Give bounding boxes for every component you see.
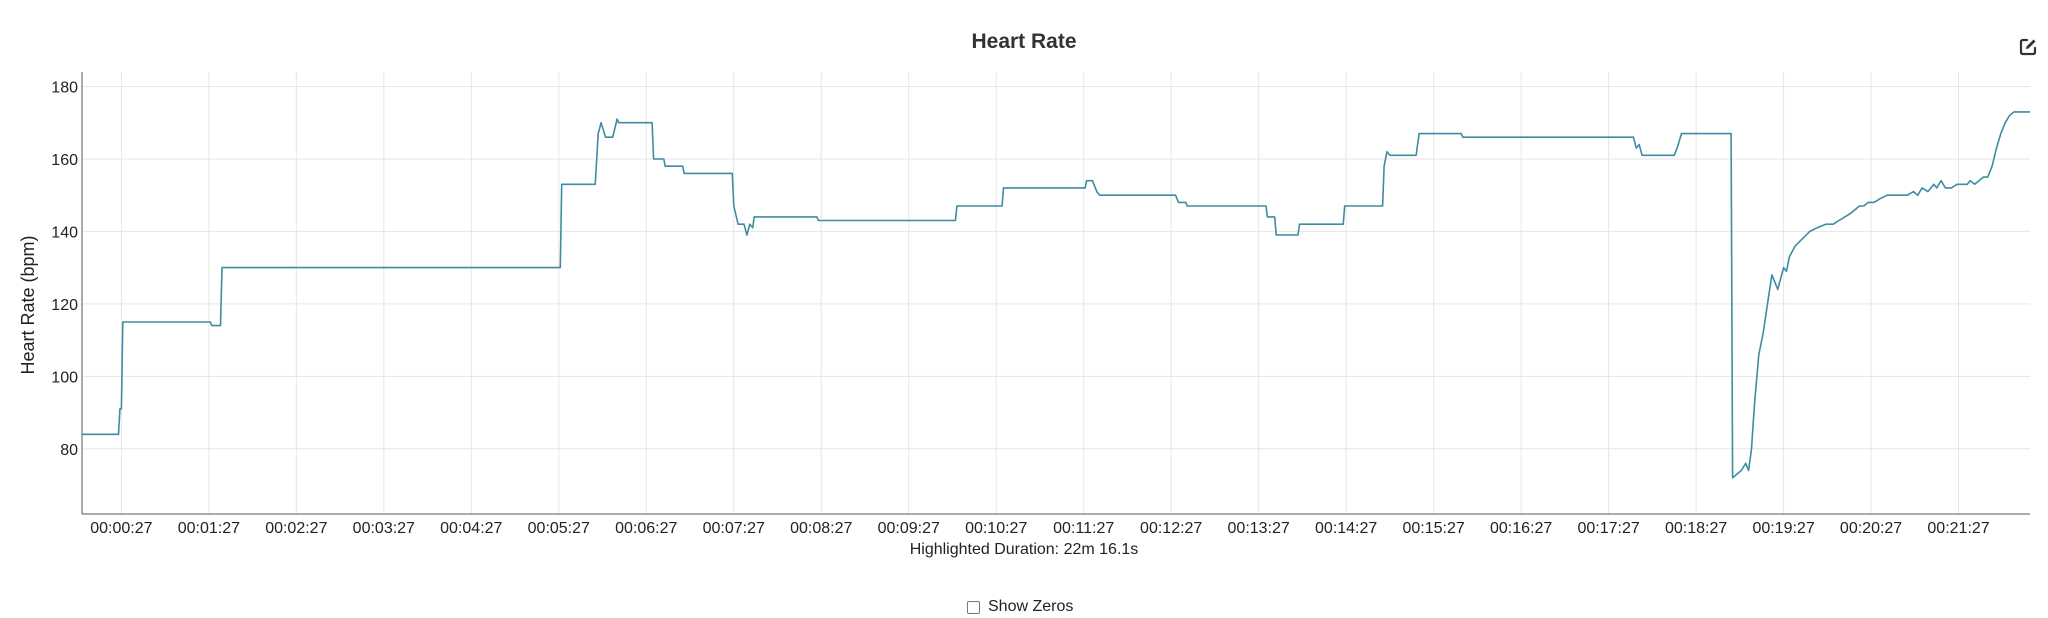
y-tick-label: 80 <box>60 442 78 459</box>
x-tick-label: 00:00:27 <box>90 520 152 537</box>
y-tick-labels: 80 100 120 140 160 180 <box>51 79 78 458</box>
x-tick-label: 00:16:27 <box>1490 520 1552 537</box>
x-tick-label: 00:12:27 <box>1140 520 1202 537</box>
chart-title: Heart Rate <box>971 30 1077 53</box>
x-tick-label: 00:08:27 <box>790 520 852 537</box>
x-tick-label: 00:19:27 <box>1752 520 1814 537</box>
x-tick-label: 00:03:27 <box>353 520 415 537</box>
axes <box>81 72 2030 515</box>
x-tick-label: 00:14:27 <box>1315 520 1377 537</box>
x-tick-label: 00:17:27 <box>1577 520 1639 537</box>
y-tick-label: 120 <box>51 297 78 314</box>
grid-lines <box>82 72 2030 514</box>
highlighted-duration-label: Highlighted Duration: 22m 16.1s <box>909 541 1139 558</box>
x-tick-label: 00:02:27 <box>265 520 327 537</box>
x-tick-label: 00:07:27 <box>703 520 765 537</box>
show-zeros-checkbox[interactable] <box>967 600 980 614</box>
show-zeros-toggle[interactable]: Show Zeros <box>967 598 1073 616</box>
show-zeros-label: Show Zeros <box>988 598 1074 615</box>
series-layer <box>82 111 2030 479</box>
y-tick-label: 160 <box>51 152 78 169</box>
x-tick-label: 00:18:27 <box>1665 520 1727 537</box>
x-tick-label: 00:21:27 <box>1927 520 1989 537</box>
x-tick-label: 00:15:27 <box>1403 520 1465 537</box>
x-tick-labels: 00:00:27 00:01:27 00:02:27 00:03:27 00:04:27… <box>90 520 1990 537</box>
x-tick-label: 00:20:27 <box>1840 520 1902 537</box>
y-tick-label: 100 <box>51 369 78 386</box>
edit-icon[interactable] <box>2018 37 2038 57</box>
y-tick-label: 180 <box>51 79 78 96</box>
x-tick-label: 00:06:27 <box>615 520 677 537</box>
heart-rate-series-line <box>82 111 2030 479</box>
x-tick-label: 00:11:27 <box>1053 520 1114 537</box>
x-tick-label: 00:05:27 <box>528 520 590 537</box>
y-axis-title: Heart Rate (bpm) <box>18 235 38 374</box>
x-tick-label: 00:09:27 <box>878 520 940 537</box>
x-tick-label: 00:10:27 <box>965 520 1027 537</box>
x-tick-label: 00:01:27 <box>178 520 240 537</box>
x-tick-label: 00:13:27 <box>1228 520 1290 537</box>
x-tick-label: 00:04:27 <box>440 520 502 537</box>
y-tick-label: 140 <box>51 224 78 241</box>
